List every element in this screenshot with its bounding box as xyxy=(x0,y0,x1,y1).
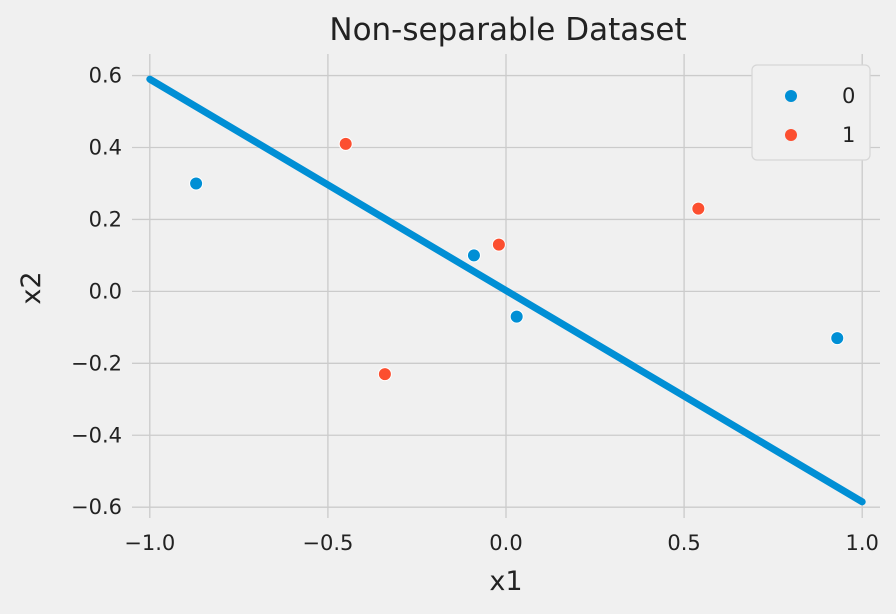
data-point-class-0 xyxy=(830,331,845,346)
x-tick-label: 1.0 xyxy=(845,531,878,555)
data-point-class-1 xyxy=(338,136,353,151)
data-point-class-1 xyxy=(491,237,506,252)
data-point-class-0 xyxy=(189,176,204,191)
x-tick-label: −1.0 xyxy=(124,531,175,555)
x-tick-label: −0.5 xyxy=(302,531,353,555)
data-point-class-0 xyxy=(466,248,481,263)
legend-label-0: 0 xyxy=(842,84,855,108)
y-tick-label: 0.6 xyxy=(89,64,122,88)
legend: 0 1 xyxy=(751,64,871,161)
legend-marker-0 xyxy=(785,90,797,102)
x-tick-label: 0.5 xyxy=(667,531,700,555)
decision-line xyxy=(146,75,866,506)
data-point-class-1 xyxy=(377,367,392,382)
y-tick-label: −0.6 xyxy=(71,495,122,519)
y-axis-label: x2 xyxy=(16,271,47,304)
chart-title: Non-separable Dataset xyxy=(329,12,686,48)
y-tick-label: 0.2 xyxy=(89,207,122,231)
x-tick-label: 0.0 xyxy=(489,531,522,555)
tick-labels: −1.0 −0.5 0.0 0.5 1.0 0.6 0.4 0.2 0.0 −0.2 −0.4 −0.… xyxy=(71,64,879,555)
decision-boundary-line xyxy=(146,75,866,506)
legend-marker-1 xyxy=(785,129,797,141)
data-point-class-0 xyxy=(509,309,524,324)
y-tick-label: 0.0 xyxy=(89,279,122,303)
legend-frame xyxy=(751,64,871,161)
data-point-class-1 xyxy=(691,201,706,216)
y-tick-label: −0.4 xyxy=(71,423,122,447)
legend-label-1: 1 xyxy=(842,123,855,147)
y-tick-label: 0.4 xyxy=(89,136,122,160)
x-axis-label: x1 xyxy=(489,566,522,597)
data-points xyxy=(189,136,845,382)
y-tick-label: −0.2 xyxy=(71,351,122,375)
